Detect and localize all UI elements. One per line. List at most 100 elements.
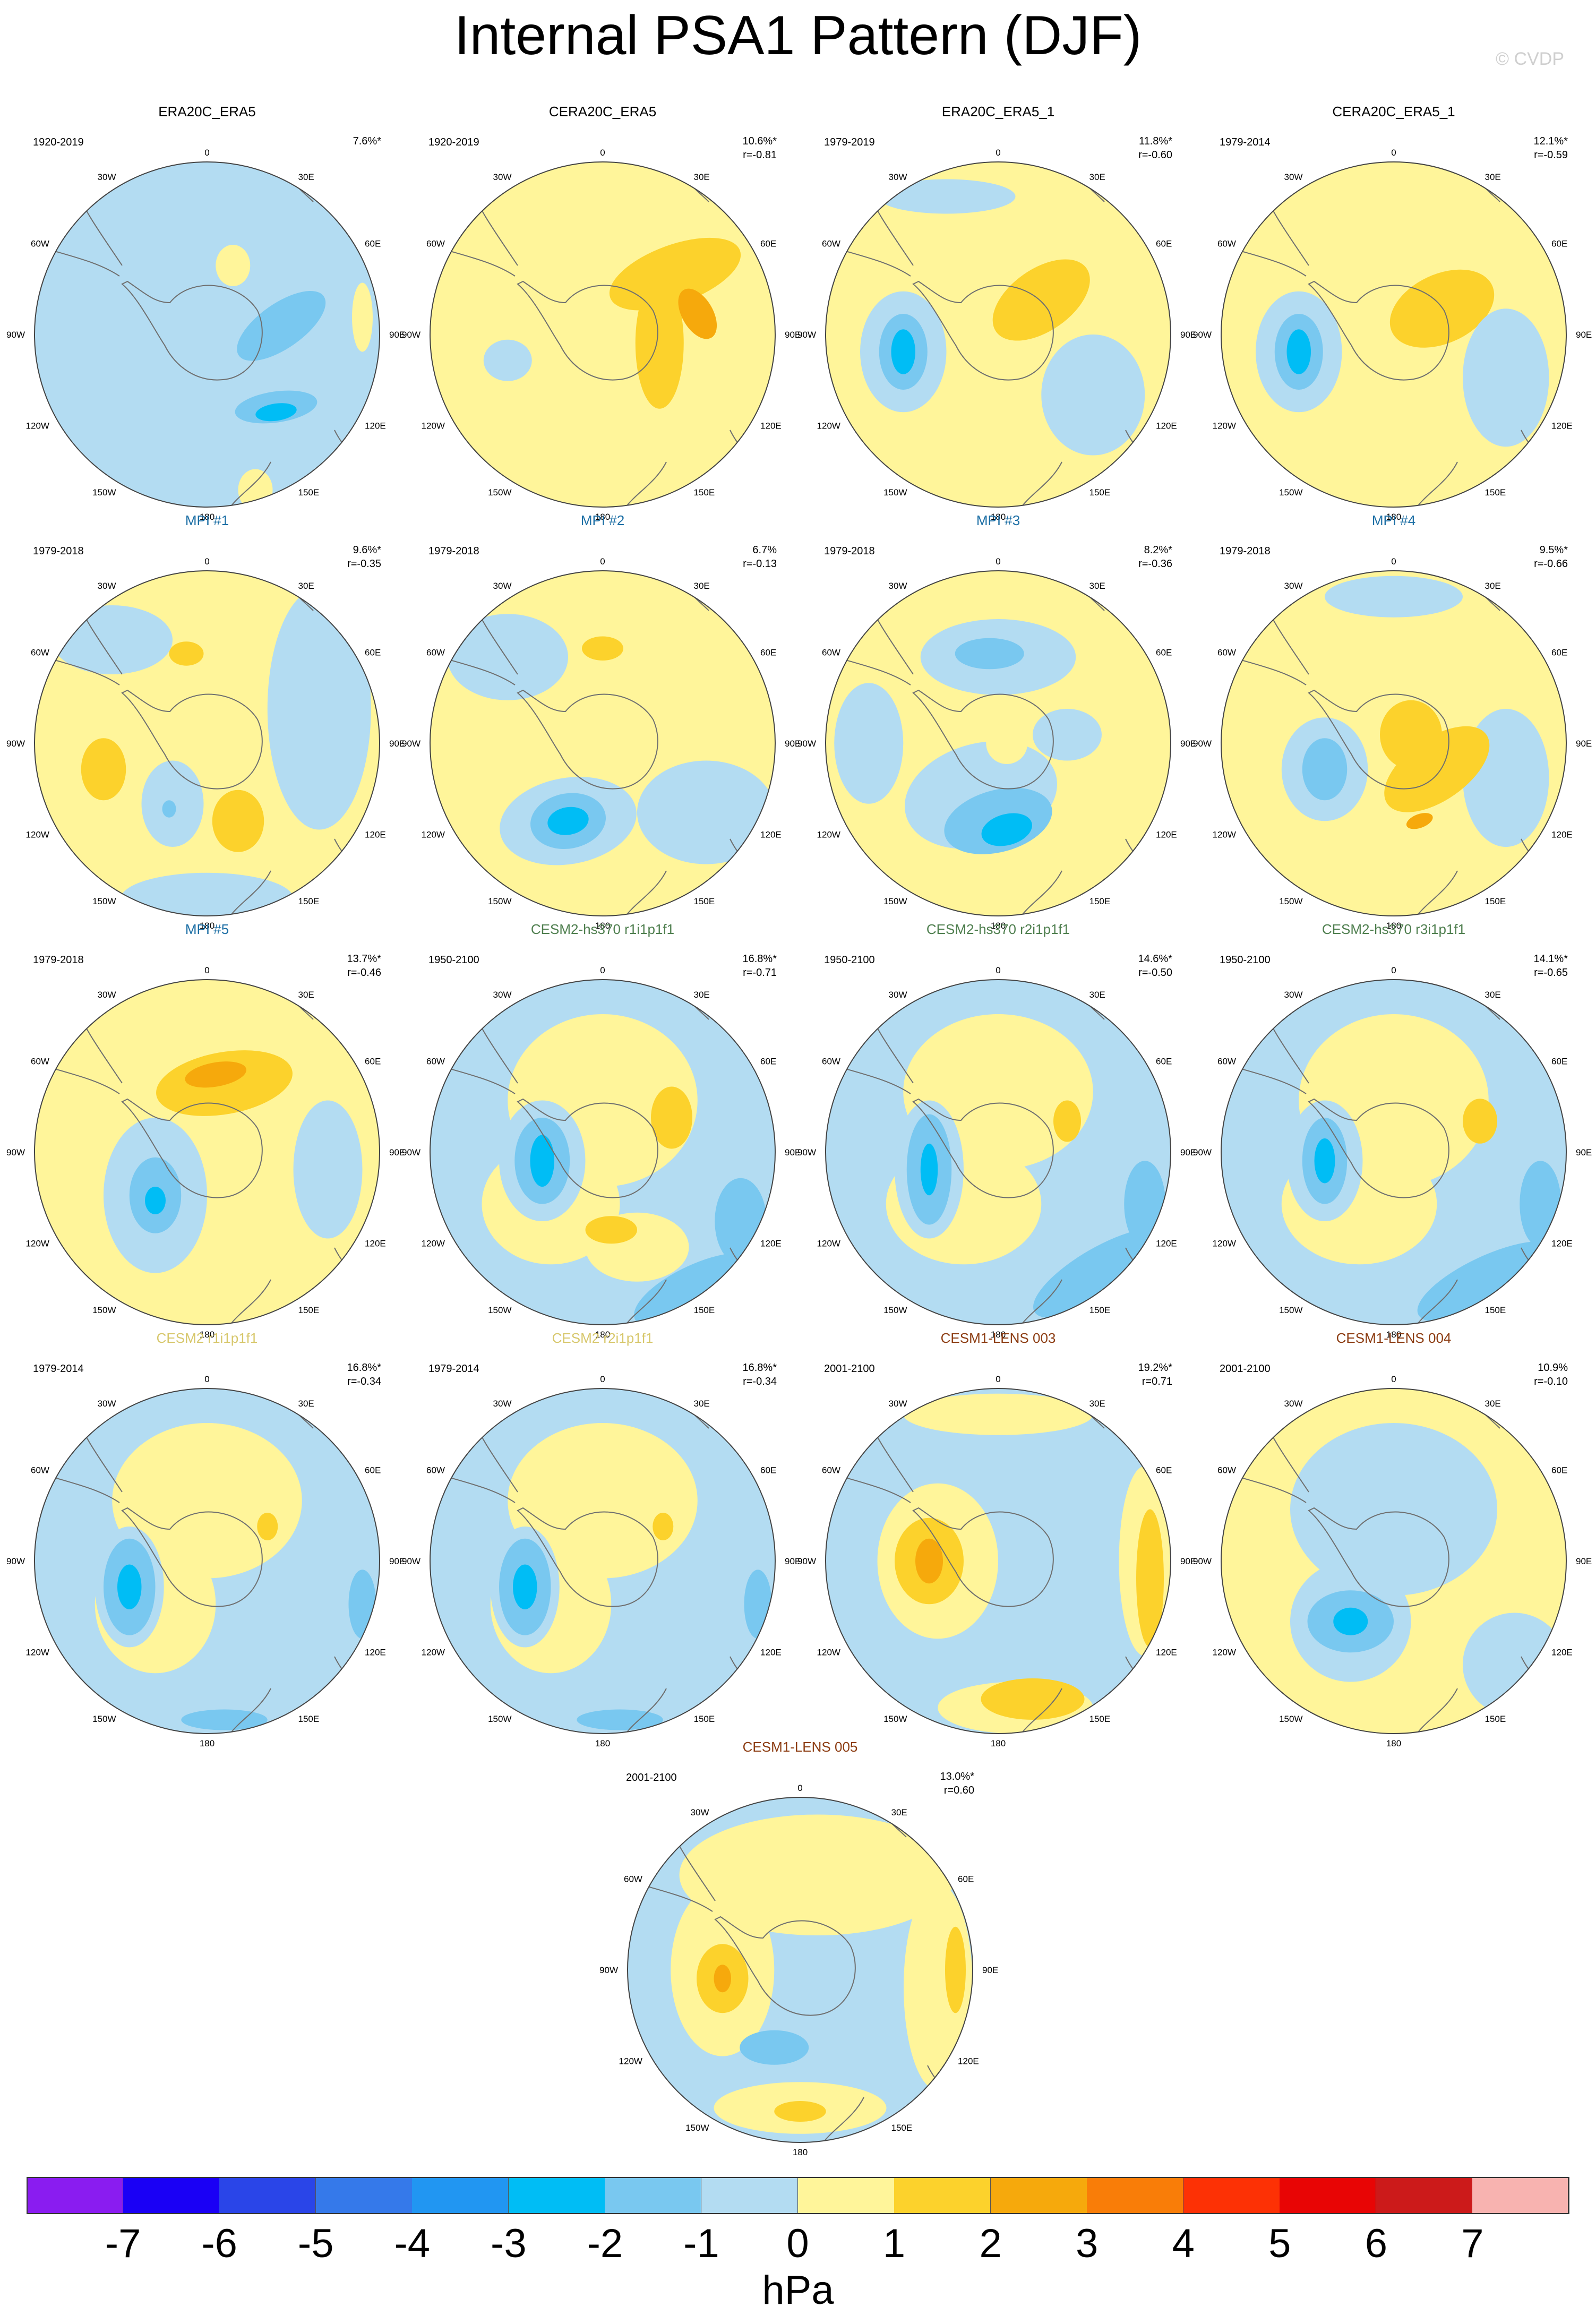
panel-title: CESM2 r2i1p1f1	[552, 1330, 654, 1346]
map-panel: CESM2 r1i1p1f1 1979-2014 16.8%* r=-0.34 0 30E…	[6, 1330, 405, 1748]
longitude-label: 180	[991, 921, 1006, 931]
anomaly-contour	[352, 282, 373, 352]
longitude-label: 30W	[889, 581, 907, 591]
anomaly-contour	[293, 1100, 363, 1239]
panel-title: MPI #3	[976, 512, 1020, 528]
map-border	[825, 1388, 1171, 1734]
panel-title: CESM2-hs370 r1i1p1f1	[530, 921, 675, 937]
longitude-label: 150E	[1485, 896, 1506, 906]
antarctica-coastline	[121, 689, 263, 790]
panel-title: MPI #4	[1371, 512, 1416, 528]
colorbar-swatch	[797, 2177, 895, 2214]
longitude-label: 30W	[98, 1399, 116, 1409]
map-border	[825, 161, 1171, 508]
variance-percent: 10.9%	[1538, 1362, 1568, 1374]
longitude-label: 60E	[958, 1874, 974, 1884]
longitude-label: 180	[200, 921, 214, 931]
anomaly-contour	[1384, 726, 1490, 812]
panel-stats: 14.6%* r=-0.50	[1138, 952, 1173, 980]
panel-title: CESM1-LENS 003	[940, 1330, 1056, 1346]
anomaly-contour	[1033, 1228, 1170, 1318]
longitude-label: 60E	[365, 239, 381, 249]
longitude-label: 30W	[691, 1807, 709, 1817]
panel-period: 1979-2014	[428, 1363, 479, 1375]
longitude-label: 180	[1386, 1330, 1401, 1340]
panel-title: CESM1-LENS 004	[1336, 1330, 1452, 1346]
map-panel: MPI #2 1979-2018 6.7% r=-0.13 0 30E 60E 90E 120E…	[402, 512, 801, 931]
longitude-label: 30E	[694, 172, 710, 182]
longitude-label: 150E	[298, 896, 320, 906]
anomaly-contour	[267, 588, 371, 830]
longitude-label: 30E	[1485, 990, 1501, 1000]
anomaly-contour	[945, 1926, 966, 2013]
longitude-label: 120E	[1551, 1239, 1573, 1249]
longitude-label: 30E	[1089, 1399, 1105, 1409]
panel-period: 1979-2018	[33, 954, 84, 966]
panel-stats: 10.6%* r=-0.81	[743, 134, 777, 162]
longitude-label: 60W	[822, 1057, 840, 1067]
anomaly-contour	[1463, 1613, 1566, 1717]
polar-map: 0 30E 60E 90E 120E 150E 180 150W 120W 90W 60W 30W	[402, 556, 801, 931]
map-border	[430, 570, 776, 916]
map-panel: CESM2-hs370 r1i1p1f1 1950-2100 16.8%* r=-0.…	[402, 921, 801, 1340]
anomaly-contour	[255, 403, 297, 422]
longitude-label: 120W	[817, 830, 840, 840]
longitude-label: 150E	[1485, 1714, 1506, 1724]
longitude-label: 180	[200, 1738, 214, 1748]
longitude-label: 90E	[982, 1965, 998, 1975]
longitude-label: 180	[595, 1738, 610, 1748]
colorbar-tick-label: -4	[394, 2221, 431, 2266]
polar-map: 0 30E 60E 90E 120E 150E 180 150W 120W 90W 60W 30W	[6, 148, 405, 522]
panel-title: MPI #2	[580, 512, 625, 528]
map-border	[1221, 161, 1567, 508]
variance-percent: 6.7%	[752, 544, 777, 556]
field-background	[35, 162, 380, 507]
panel-title: MPI #1	[185, 512, 229, 528]
longitude-label: 30E	[1089, 172, 1105, 182]
longitude-label: 180	[200, 1330, 214, 1340]
longitude-label: 120W	[26, 830, 49, 840]
anomaly-contour	[920, 1143, 938, 1196]
longitude-label: 30E	[1485, 581, 1501, 591]
longitude-label: 30W	[493, 581, 512, 591]
anomaly-contour	[915, 1538, 943, 1584]
longitude-label: 150E	[694, 896, 715, 906]
variance-percent: 14.6%*	[1138, 953, 1173, 965]
longitude-label: 120E	[1156, 1648, 1177, 1658]
longitude-label: 120E	[1156, 1239, 1177, 1249]
longitude-label: 90E	[785, 1147, 801, 1158]
longitude-label: 180	[991, 512, 1006, 522]
anomaly-contour	[513, 1564, 537, 1609]
panel-title: CERA20C_ERA5	[548, 104, 657, 119]
longitude-label: 120E	[958, 2056, 979, 2067]
longitude-label: 150E	[1089, 896, 1111, 906]
longitude-label: 30W	[1284, 990, 1303, 1000]
antarctica-coastline	[714, 1916, 856, 2016]
anomaly-contour	[1325, 576, 1463, 618]
longitude-label: 90W	[797, 739, 816, 749]
variance-percent: 11.8%*	[1138, 135, 1172, 147]
longitude-label: 90E	[389, 330, 405, 340]
panel-stats: 9.6%* r=-0.35	[347, 543, 381, 571]
pattern-correlation: r=-0.35	[347, 558, 381, 570]
map-border	[34, 570, 380, 916]
polar-map: 0 30E 60E 90E 120E 150E 180 150W 120W 90W 60W 30W	[402, 1374, 801, 1748]
anomaly-contour	[169, 641, 204, 666]
longitude-label: 90E	[389, 739, 405, 749]
colorbar-swatch	[894, 2177, 991, 2214]
pattern-correlation: r=-0.46	[347, 967, 381, 979]
longitude-label: 30E	[298, 581, 314, 591]
longitude-label: 150E	[298, 1305, 320, 1315]
anomaly-contour	[145, 1187, 166, 1214]
longitude-label: 60W	[1217, 648, 1236, 658]
panel-period: 1950-2100	[1220, 954, 1271, 966]
longitude-label: 30W	[98, 172, 116, 182]
anomaly-contour	[117, 1564, 142, 1609]
longitude-label: 90W	[6, 1147, 25, 1158]
longitude-label: 150E	[891, 2123, 913, 2133]
panel-period: 1979-2018	[428, 545, 479, 557]
panel-title: CESM2-hs370 r2i1p1f1	[926, 921, 1070, 937]
antarctica-coastline	[1308, 1507, 1449, 1607]
longitude-label: 90W	[402, 330, 421, 340]
longitude-label: 60E	[1551, 1057, 1567, 1067]
